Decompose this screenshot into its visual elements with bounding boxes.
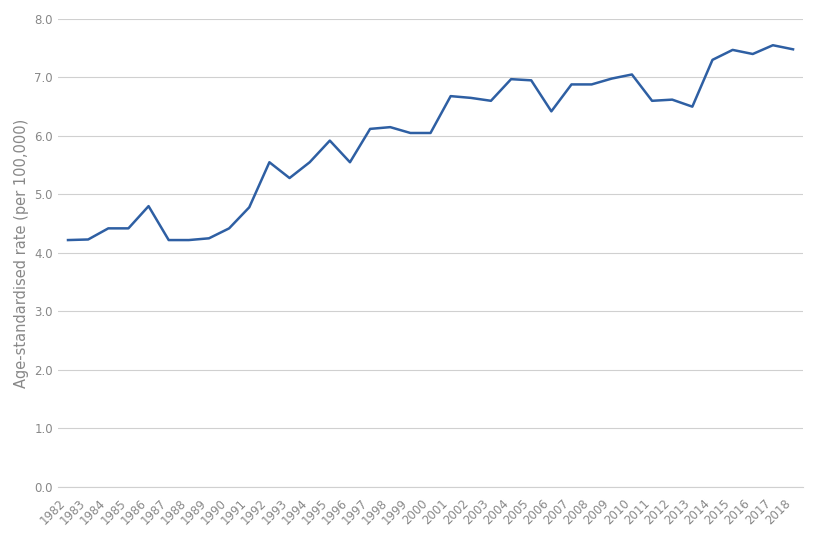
Y-axis label: Age-standardised rate (per 100,000): Age-standardised rate (per 100,000) <box>14 118 29 387</box>
